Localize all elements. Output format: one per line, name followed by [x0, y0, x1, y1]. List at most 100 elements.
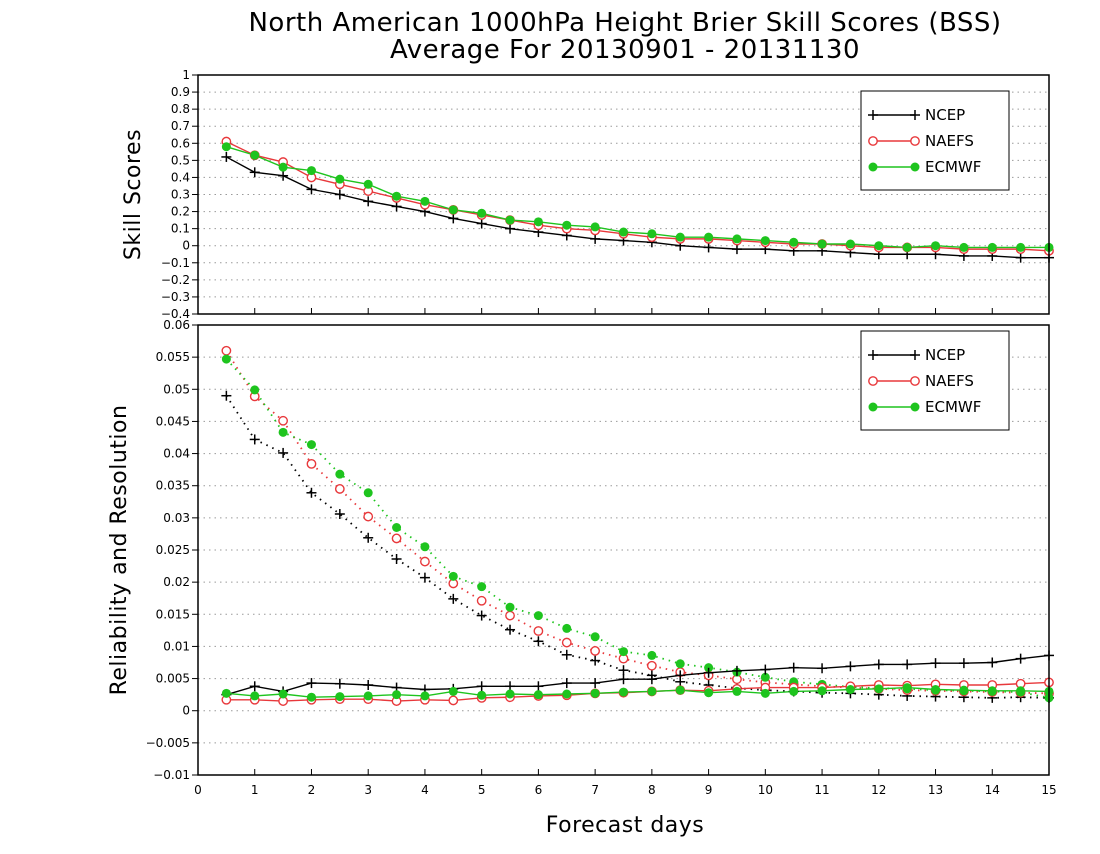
series-ncep-reliability-point [731, 665, 742, 676]
series-ecmwf-point [647, 229, 657, 239]
legend-marker [910, 376, 920, 386]
series-ecmwf-reliability-point [959, 685, 969, 695]
series-ecmwf-reliability-point [647, 686, 657, 696]
series-ncep-point [221, 151, 232, 162]
series-ncep-point [249, 167, 260, 178]
series-ecmwf-point [760, 236, 770, 246]
series-ecmwf-resolution-point [363, 488, 373, 498]
x-tick-label: 2 [308, 783, 316, 797]
series-ncep-point [306, 184, 317, 195]
series-ecmwf-reliability-point [902, 683, 912, 693]
x-tick-label: 10 [758, 783, 773, 797]
series-ncep-reliability-point [675, 670, 686, 681]
series-ecmwf-reliability-point [675, 685, 685, 695]
legend-label: ECMWF [925, 158, 981, 176]
series-ecmwf-point [1016, 242, 1026, 252]
series-ncep-resolution-point [533, 636, 544, 647]
series-ecmwf-point [789, 237, 799, 247]
series-ncep-reliability-point [590, 678, 601, 689]
series-naefs-resolution-point [561, 637, 572, 648]
series-ncep-point [334, 189, 345, 200]
series-ecmwf-point [562, 220, 572, 230]
series-ncep-resolution-line [225, 395, 1050, 699]
series-ncep-reliability-point [845, 661, 856, 672]
y-tick-label: 0.2 [171, 205, 190, 219]
series-naefs-resolution-point [334, 484, 345, 494]
series-ecmwf-reliability-point [392, 690, 402, 700]
series-ncep-reliability-point [873, 659, 884, 670]
series-ecmwf-point [306, 166, 316, 176]
x-tick-label: 3 [364, 783, 372, 797]
series-ecmwf-reliability-point [335, 692, 345, 702]
series-ecmwf-point [221, 142, 231, 152]
legend-label: NAEFS [925, 132, 974, 150]
series-ncep-reliability-point [249, 681, 260, 692]
series-ecmwf-reliability-point [477, 690, 487, 700]
x-tick-label: 1 [251, 783, 259, 797]
series-naefs-reliability-point [448, 695, 459, 706]
series-ecmwf-reliability-point [420, 691, 430, 701]
series-ncep-reliability-point [561, 678, 572, 689]
series-ncep-reliability-point [306, 678, 317, 689]
series-ncep-point [703, 242, 714, 253]
series-ncep-reliability-point [760, 664, 771, 675]
x-tick-label: 0 [194, 783, 202, 797]
legend-marker [868, 162, 878, 172]
series-ecmwf-point [959, 242, 969, 252]
chart-panel-2: −0.01 −0.005 0 0.005 0.01 0.015 0.02 0.025 0.03 0… [107, 318, 1057, 797]
series-ecmwf-point [931, 241, 941, 251]
x-tick-label: 14 [985, 783, 1000, 797]
legend-marker [868, 136, 878, 146]
series-ncep-reliability-point [476, 681, 487, 692]
legend-marker [868, 402, 878, 412]
y-axis-title: Reliability and Resolution [107, 405, 132, 696]
series-ecmwf-point [250, 150, 260, 160]
series-ncep-reliability-point [1015, 653, 1026, 664]
y-tick-label: 0.05 [163, 382, 190, 396]
series-ncep-resolution-point [306, 487, 317, 498]
series-ecmwf-reliability-point [817, 686, 827, 696]
y-tick-label: 0.4 [171, 170, 190, 184]
series-ecmwf-reliability-point [448, 686, 458, 696]
series-ncep-reliability-point [817, 663, 828, 674]
series-ecmwf-point [817, 239, 827, 249]
series-ecmwf-reliability-point [590, 688, 600, 698]
series-ecmwf-reliability-point [874, 684, 884, 694]
y-tick-label: 0.045 [156, 414, 190, 428]
series-ncep-reliability-point [958, 658, 969, 669]
series-ecmwf-resolution-point [335, 469, 345, 479]
series-ecmwf-resolution-point [590, 632, 600, 642]
series-ncep-point [505, 223, 516, 234]
series-naefs-resolution-point [363, 511, 374, 522]
series-naefs-resolution-point [391, 533, 402, 544]
series-ecmwf-resolution-point [760, 672, 770, 682]
series-ecmwf-point [420, 196, 430, 206]
y-tick-label: −0.01 [153, 768, 190, 782]
y-tick-label: 0.01 [163, 639, 190, 653]
series-ecmwf-reliability-point [278, 689, 288, 699]
legend-entry-ncep: NCEP [868, 346, 965, 364]
series-ncep-resolution-point [590, 655, 601, 666]
x-tick-label: 15 [1041, 783, 1056, 797]
series-ecmwf-resolution-point [221, 354, 231, 364]
series-ecmwf-point [704, 232, 714, 242]
series-ecmwf-point [533, 217, 543, 227]
series-ecmwf-resolution-point [278, 427, 288, 437]
series-ecmwf-resolution-point [477, 582, 487, 592]
series-naefs-resolution-point [420, 556, 430, 567]
series-ecmwf-point [675, 232, 685, 242]
series-naefs-resolution-point [476, 595, 487, 606]
series-ecmwf-resolution-point [647, 650, 657, 660]
x-tick-label: 9 [705, 783, 713, 797]
series-ncep-point [1015, 252, 1026, 263]
y-tick-label: 0.1 [171, 222, 190, 236]
y-tick-label: 0.025 [156, 543, 190, 557]
legend-entry-naefs: NAEFS [868, 372, 974, 390]
series-ncep-point [448, 213, 459, 224]
series-ncep-reliability-point [533, 681, 544, 692]
x-tick-label: 5 [478, 783, 486, 797]
series-ecmwf-resolution-point [505, 602, 515, 612]
x-tick-label: 8 [648, 783, 656, 797]
x-tick-label: 13 [928, 783, 943, 797]
legend-entry-naefs: NAEFS [868, 132, 974, 150]
